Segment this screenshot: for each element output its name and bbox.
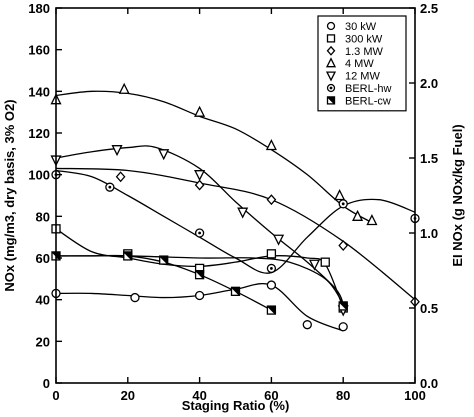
data-point [194,170,206,182]
data-point [158,149,170,161]
data-point [366,214,378,226]
y2-tick-label: 1.0 [420,226,438,241]
data-point [338,301,348,311]
y-tick-label: 60 [36,251,50,266]
x-tick-label: 60 [264,388,278,403]
data-point [338,199,348,209]
data-point [273,234,285,246]
data-point [237,207,249,219]
data-point [338,322,348,332]
x-tick-label: 100 [404,388,426,403]
legend-entry: BERL-hw [345,83,392,95]
data-point [111,145,123,157]
legend-marker [326,34,336,43]
legend-marker [326,45,336,56]
fit-curves [55,90,416,332]
x-tick-label: 20 [121,388,135,403]
x-tick-label: 40 [192,388,206,403]
legend-marker [326,96,336,105]
data-point [130,292,140,303]
y2-axis-title: EI NOx (g NOx/kg Fuel) [450,124,465,266]
data-point [266,263,277,274]
legend-marker [325,57,337,68]
data-point [123,251,133,261]
fit-curve [55,282,344,332]
y2-tick-label: 2.5 [420,1,438,16]
legend-entry: 30 kW [345,21,377,33]
data-point [159,255,169,265]
data-point [302,320,312,330]
y2-tick-label: 0.0 [420,376,438,391]
plot-frame [55,7,416,384]
data-point [194,270,205,280]
y-tick-label: 140 [28,84,50,99]
legend-entry: BERL-cw [345,95,391,107]
y-tick-label: 20 [36,334,50,349]
y-tick-label: 40 [36,293,50,308]
data-point [266,194,277,206]
y-tick-label: 120 [28,126,50,141]
y2-tick-label: 2.0 [420,76,438,91]
y2-tick-label: 0.5 [420,301,438,316]
y-tick-label: 80 [36,209,50,224]
y-axis-title: NOx (mg/m3, dry basis, 3% O2) [2,99,17,291]
data-points [50,82,420,332]
fit-curve [55,145,344,305]
x-axis-title: Staging Ratio (%) [182,398,290,413]
axis-ticks: 0 20 40 60 80 100 0 20 40 60 80 100 120 140 160 180 0.0 0… [28,1,438,403]
data-point [334,189,346,201]
x-tick-label: 80 [336,388,350,403]
y-tick-label: 180 [28,1,50,16]
x-tick-label: 0 [52,388,59,403]
data-point [338,240,349,251]
legend-entry: 300 kW [345,33,383,45]
data-point [194,105,206,117]
legend-entry: 4 MW [345,58,374,70]
data-point [266,249,277,259]
y-tick-label: 0 [43,376,50,391]
fit-curve [55,90,373,224]
data-point [352,209,364,221]
y-tick-label: 100 [28,168,50,183]
data-point [266,305,277,315]
y-tick-label: 160 [28,43,50,58]
y2-tick-label: 1.5 [420,151,438,166]
data-point [194,290,205,301]
data-point [308,259,321,271]
data-point [266,280,277,290]
data-point [320,257,330,267]
legend-marker [326,83,336,93]
legend-marker [325,71,337,82]
fit-curve [55,167,416,301]
data-point [194,179,205,191]
data-point [265,139,277,151]
legend-entry: 1.3 MW [345,46,384,58]
data-point [230,286,241,296]
data-point [115,171,126,183]
data-point [194,228,205,238]
data-point [118,82,130,94]
data-point [105,182,115,192]
legend-entry: 12 MW [345,71,380,83]
legend-marker [326,21,336,31]
